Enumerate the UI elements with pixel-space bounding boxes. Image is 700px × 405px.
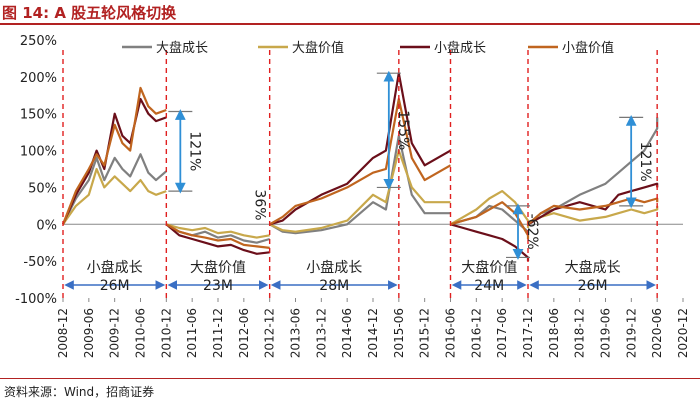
series-line-大盘价值 bbox=[449, 190, 530, 228]
y-tick-label: 150% bbox=[20, 108, 57, 123]
series-line-小盘成长 bbox=[165, 223, 270, 255]
x-tick-label: 2019-12 bbox=[624, 308, 638, 358]
period-label: 大盘价值 bbox=[461, 259, 517, 276]
x-tick-label: 2009-06 bbox=[82, 308, 96, 358]
x-tick-label: 2020-06 bbox=[650, 308, 664, 358]
annotation-layer: 小盘成长 26M 大盘价值 23M 小盘成长 28M 大盘价值 24M 大盘成长 26M 121% 3… bbox=[62, 50, 658, 298]
y-tick-label: 200% bbox=[20, 71, 57, 86]
period-span-label: 28M bbox=[319, 278, 349, 294]
x-tick-label: 2017-06 bbox=[495, 308, 509, 358]
period-span-label: 26M bbox=[100, 278, 130, 294]
x-tick-label: 2018-12 bbox=[573, 308, 587, 358]
series-line-小盘价值 bbox=[165, 223, 270, 249]
x-tick-label: 2008-12 bbox=[56, 308, 70, 358]
source-note: 资料来源：Wind，招商证券 bbox=[4, 385, 155, 399]
series-line-大盘价值 bbox=[62, 167, 167, 225]
x-tick-label: 2010-06 bbox=[134, 308, 148, 358]
y-tick-label: -50% bbox=[23, 255, 57, 270]
x-tick-label: 2018-06 bbox=[547, 308, 561, 358]
series-line-大盘成长 bbox=[527, 117, 659, 226]
series-line-小盘价值 bbox=[269, 97, 452, 226]
axes-layer: 250% 200% 150% 100% 50% 0% -50% -100%2008-12 200… bbox=[15, 34, 690, 358]
series-line-大盘价值 bbox=[165, 223, 270, 239]
figure-title: 图 14: A 股五轮风格切换 bbox=[2, 4, 177, 22]
series-line-大盘成长 bbox=[62, 153, 168, 225]
x-tick-label: 2013-12 bbox=[314, 308, 328, 358]
period-label: 小盘成长 bbox=[306, 259, 362, 276]
x-tick-label: 2015-06 bbox=[392, 308, 406, 358]
x-tick-label: 2009-12 bbox=[108, 308, 122, 358]
x-tick-label: 2016-06 bbox=[444, 308, 458, 358]
legend-label: 小盘价值 bbox=[562, 40, 614, 56]
x-tick-label: 2010-12 bbox=[159, 308, 173, 358]
gap-label: 121% bbox=[186, 131, 202, 171]
period-span-label: 23M bbox=[203, 278, 233, 294]
y-tick-label: 250% bbox=[20, 34, 57, 49]
style-rotation-chart: 250% 200% 150% 100% 50% 0% -50% -100%2008-12 200… bbox=[15, 34, 690, 358]
period-label: 小盘成长 bbox=[87, 259, 143, 276]
series-layer bbox=[61, 72, 659, 262]
period-label: 大盘成长 bbox=[565, 259, 621, 276]
x-tick-label: 2014-06 bbox=[340, 308, 354, 358]
title-rule bbox=[0, 23, 700, 25]
series-line-小盘成长 bbox=[61, 97, 167, 225]
legend-label: 大盘价值 bbox=[292, 40, 344, 56]
series-line-小盘价值 bbox=[61, 86, 167, 225]
x-tick-label: 2011-12 bbox=[211, 308, 225, 358]
y-tick-label: 100% bbox=[20, 145, 57, 160]
x-tick-label: 2012-12 bbox=[263, 308, 277, 358]
gap-label: -62% bbox=[524, 214, 540, 250]
legend: 大盘成长 大盘价值 小盘成长 小盘价值 bbox=[122, 40, 614, 56]
x-tick-label: 2019-06 bbox=[599, 308, 613, 358]
legend-label: 小盘成长 bbox=[434, 40, 486, 56]
series-line-小盘成长 bbox=[450, 223, 530, 262]
x-tick-label: 2013-06 bbox=[289, 308, 303, 358]
footer-rule bbox=[0, 378, 700, 379]
x-tick-label: 2011-06 bbox=[185, 308, 199, 358]
series-line-小盘成长 bbox=[527, 182, 659, 226]
series-line-小盘价值 bbox=[450, 201, 530, 239]
period-span-label: 26M bbox=[578, 278, 608, 294]
series-line-小盘价值 bbox=[527, 197, 659, 226]
y-tick-label: 50% bbox=[28, 181, 57, 196]
y-tick-label: 0% bbox=[36, 218, 57, 233]
x-tick-label: 2015-12 bbox=[418, 308, 432, 358]
x-tick-label: 2014-12 bbox=[366, 308, 380, 358]
series-line-大盘价值 bbox=[269, 149, 451, 233]
x-tick-label: 2016-12 bbox=[469, 308, 483, 358]
x-tick-label: 2017-12 bbox=[521, 308, 535, 358]
series-line-大盘价值 bbox=[527, 205, 659, 226]
x-tick-label: 2020-12 bbox=[676, 308, 690, 358]
legend-label: 大盘成长 bbox=[156, 40, 208, 56]
period-label: 大盘价值 bbox=[190, 259, 246, 276]
y-tick-label: -100% bbox=[15, 292, 57, 307]
x-tick-label: 2012-06 bbox=[237, 308, 251, 358]
period-span-label: 24M bbox=[474, 278, 504, 294]
gap-label: 121% bbox=[637, 142, 653, 182]
gap-label: 36% bbox=[252, 189, 268, 220]
gap-label: 155% bbox=[395, 110, 411, 150]
series-line-大盘成长 bbox=[269, 134, 451, 235]
series-line-小盘成长 bbox=[269, 72, 452, 226]
